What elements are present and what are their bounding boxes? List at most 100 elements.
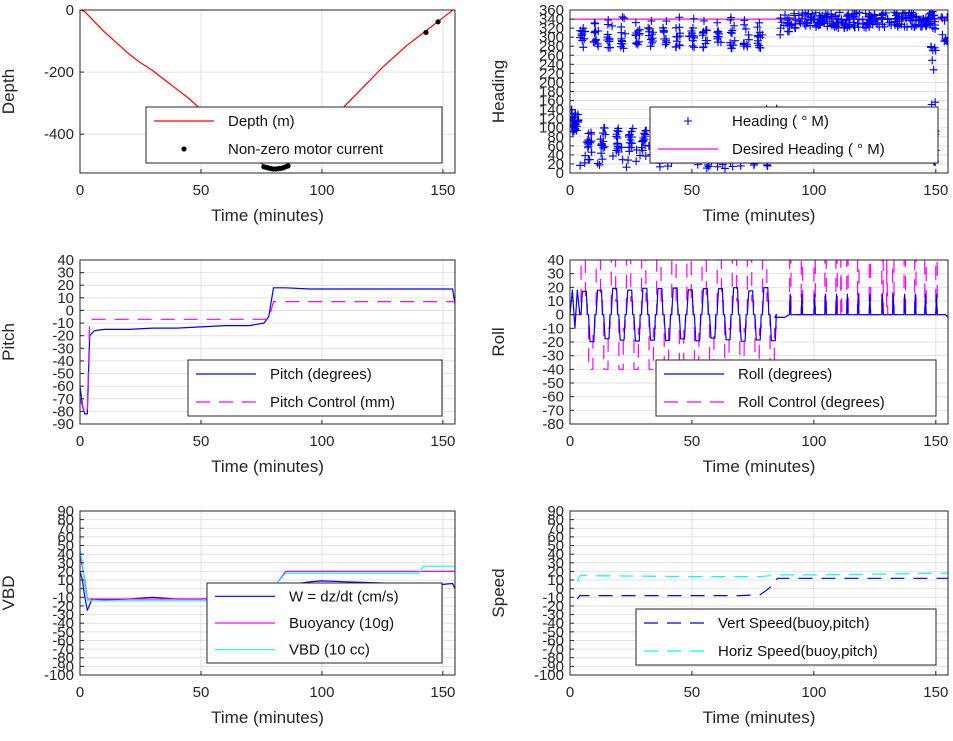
depth-y-axis-label: Depth [0, 69, 18, 114]
heading-y-tick-label: 140 [539, 102, 564, 119]
depth-x-axis-label: Time (minutes) [211, 206, 324, 225]
panel-depth: 0 50 100 150 0 -200 -400 Time (minutes) Depth Dep… [0, 2, 456, 225]
heading-point [921, 21, 930, 30]
heading-point [644, 23, 653, 32]
vbd-y-tick-label: -60 [52, 632, 74, 649]
pitch-legend-label: Pitch Control (mm) [270, 394, 395, 411]
roll-x-tick-label: 100 [801, 433, 826, 450]
heading-point [713, 162, 722, 171]
heading-y-tick-label: 160 [539, 93, 564, 110]
heading-point [580, 158, 589, 167]
speed-y-tick-label: 0 [556, 581, 564, 598]
heading-point [608, 21, 617, 30]
speed-y-tick-label: 30 [547, 555, 564, 572]
vbd-y-tick-label: 0 [66, 581, 74, 598]
heading-point [672, 23, 681, 32]
heading-point [795, 17, 804, 26]
heading-point [755, 18, 764, 27]
heading-legend-label: Desired Heading ( ° M) [732, 141, 885, 158]
depth-x-tick-label: 50 [193, 182, 210, 199]
heading-point [672, 37, 681, 46]
heading-point [853, 19, 862, 28]
heading-point [625, 147, 634, 156]
pitch-series-0 [80, 287, 455, 415]
speed-y-tick-label: 60 [547, 529, 564, 546]
heading-point [601, 130, 610, 139]
heading-point [590, 28, 599, 37]
heading-point [811, 22, 820, 31]
heading-point [570, 120, 579, 129]
heading-point [585, 155, 594, 164]
heading-point [655, 162, 664, 171]
speed-legend-label: Vert Speed(buoy,pitch) [718, 615, 869, 632]
heading-point [646, 35, 655, 44]
heading-point [608, 152, 617, 161]
heading-y-tick-label: 80 [547, 129, 564, 146]
roll-y-tick-label: 0 [556, 307, 564, 324]
speed-y-tick-label: -60 [542, 632, 564, 649]
heading-point [617, 143, 626, 152]
heading-point [781, 11, 790, 20]
speed-x-tick-label: 150 [923, 684, 948, 701]
heading-point [590, 18, 599, 27]
pitch-y-tick-label: -40 [52, 353, 74, 370]
heading-point [729, 41, 738, 50]
heading-y-tick-label: 0 [556, 165, 564, 182]
heading-point [613, 134, 622, 143]
heading-point [688, 23, 697, 32]
heading-point [878, 10, 887, 18]
heading-point [675, 13, 684, 22]
heading-point [893, 20, 902, 29]
vbd-y-tick-label: 80 [57, 512, 74, 529]
pitch-legend-label: Pitch (degrees) [270, 366, 372, 383]
pitch-y-tick-label: -50 [52, 366, 74, 383]
heading-point [704, 162, 713, 171]
speed-y-tick-label: 90 [547, 503, 564, 520]
heading-y-tick-label: 260 [539, 47, 564, 64]
depth-legend-label: Non-zero motor current [228, 141, 384, 158]
heading-y-tick-label: 340 [539, 11, 564, 28]
heading-point [591, 19, 600, 28]
heading-point [844, 10, 853, 19]
heading-point [912, 13, 921, 22]
speed-x-tick-label: 0 [566, 684, 574, 701]
heading-point [648, 38, 657, 47]
roll-legend: Roll (degrees) Roll Control (degrees) [655, 359, 937, 417]
speed-y-tick-label: 10 [547, 572, 564, 589]
vbd-y-tick-label: -90 [52, 658, 74, 675]
heading-point [699, 43, 708, 52]
heading-point [617, 28, 626, 37]
heading-point [931, 24, 940, 33]
vbd-y-tick-label: -70 [52, 641, 74, 658]
vbd-y-tick-label: 50 [57, 538, 74, 555]
heading-point [844, 21, 853, 30]
heading-point [624, 131, 633, 140]
pitch-x-tick-label: 0 [76, 433, 84, 450]
heading-point [730, 21, 739, 30]
heading-point [714, 32, 723, 41]
heading-point [614, 148, 623, 157]
heading-point [785, 13, 794, 22]
vbd-x-tick-label: 100 [309, 684, 334, 701]
speed-series-0 [576, 577, 948, 600]
heading-point [854, 23, 863, 32]
heading-point [783, 27, 792, 36]
heading-point [644, 31, 653, 40]
pitch-legend: Pitch (degrees) Pitch Control (mm) [187, 359, 443, 417]
heading-point [576, 161, 585, 170]
depth-x-tick-label: 100 [309, 182, 334, 199]
panel-vbd: 0 50 100 1509080706050403020100-10-20-30-40… [0, 503, 456, 727]
heading-point [776, 14, 785, 23]
roll-x-tick-label: 150 [923, 433, 948, 450]
pitch-legend-box [187, 359, 443, 417]
heading-point [639, 137, 648, 146]
heading-point [867, 14, 876, 23]
heading-point [907, 22, 916, 31]
heading-point [618, 155, 627, 164]
heading-point [699, 28, 708, 37]
vbd-y-tick-label: -30 [52, 607, 74, 624]
heading-point [883, 15, 892, 24]
heading-point [675, 32, 684, 41]
